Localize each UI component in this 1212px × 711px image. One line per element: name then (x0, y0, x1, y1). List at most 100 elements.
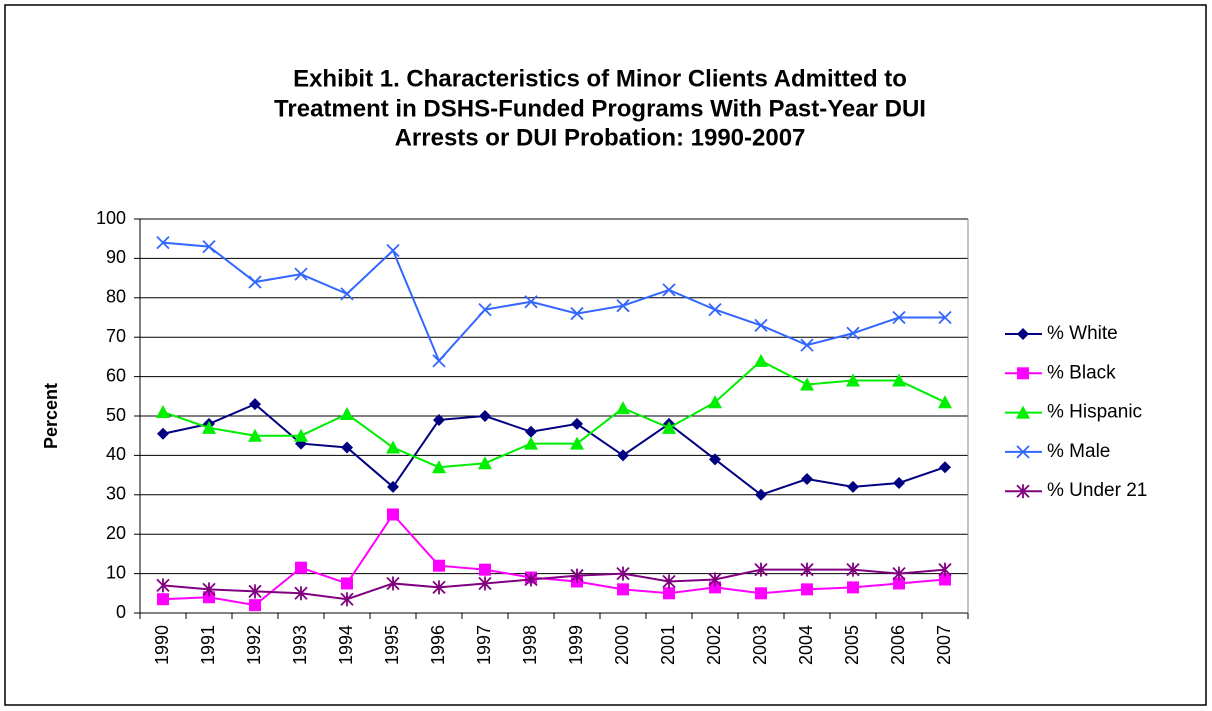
series-line (162, 568, 946, 601)
x-tick-label: 1994 (336, 625, 356, 665)
chart-title: Arrests or DUI Probation: 1990-2007 (395, 124, 806, 151)
x-tick-label: 1991 (198, 625, 218, 665)
x-tick-label: 2001 (658, 625, 678, 665)
marker (524, 295, 538, 309)
marker (708, 395, 722, 409)
legend-label: % Under 21 (1047, 480, 1147, 501)
marker (846, 373, 860, 387)
marker (295, 561, 307, 574)
marker (386, 440, 400, 454)
marker (709, 581, 721, 594)
marker (479, 410, 491, 422)
marker (157, 427, 169, 440)
legend-label: % Black (1047, 362, 1116, 383)
marker (617, 583, 629, 596)
x-tick-label: 2007 (934, 625, 954, 665)
marker (755, 587, 767, 600)
marker (386, 576, 400, 591)
marker (893, 476, 905, 489)
marker (341, 441, 353, 454)
x-tick-label: 1995 (382, 625, 402, 665)
marker (478, 576, 492, 591)
marker (662, 574, 676, 589)
chart-title: Exhibit 1. Characteristics of Minor Clie… (293, 65, 907, 92)
marker (341, 577, 353, 590)
marker (939, 573, 951, 586)
x-tick-label: 1997 (474, 625, 494, 665)
marker (294, 586, 308, 601)
legend-label: % Hispanic (1047, 402, 1142, 423)
marker (570, 306, 584, 321)
x-tick-label: 2003 (750, 625, 770, 665)
y-tick-label: 90 (106, 247, 126, 267)
marker (800, 562, 814, 577)
marker (156, 236, 170, 250)
marker (571, 417, 583, 430)
x-tick-label: 1992 (244, 625, 264, 665)
marker (938, 310, 952, 325)
y-tick-label: 10 (106, 562, 126, 582)
x-tick-label: 2000 (612, 625, 632, 665)
legend-label: % White (1047, 323, 1118, 344)
marker (479, 563, 491, 576)
marker (433, 559, 445, 572)
marker (847, 581, 859, 594)
marker (249, 599, 261, 612)
legend-marker (1016, 405, 1030, 419)
marker (432, 354, 446, 368)
marker (893, 577, 905, 590)
marker (432, 460, 446, 474)
marker (892, 310, 906, 325)
y-tick-label: 70 (106, 326, 126, 346)
chart-title: Treatment in DSHS-Funded Programs With P… (274, 95, 926, 122)
marker (892, 566, 906, 581)
x-tick-label: 2002 (704, 625, 724, 665)
marker (202, 239, 216, 254)
marker (203, 591, 215, 604)
marker (202, 420, 216, 434)
marker (709, 453, 721, 466)
legend-marker (1016, 445, 1030, 459)
marker (801, 583, 813, 596)
y-tick-label: 0 (116, 602, 126, 622)
legend-marker (1017, 328, 1029, 340)
x-tick-label: 1993 (290, 625, 310, 665)
marker (524, 572, 538, 587)
marker (800, 377, 814, 391)
marker (892, 373, 906, 387)
marker (662, 420, 676, 434)
marker (433, 413, 445, 426)
marker (432, 580, 446, 595)
y-axis-label: Percent (41, 383, 61, 449)
x-tick-label: 1998 (520, 625, 540, 665)
marker (754, 353, 768, 367)
marker (340, 287, 354, 301)
marker (340, 407, 354, 421)
marker (340, 592, 354, 607)
x-tick-label: 2005 (842, 625, 862, 665)
y-tick-label: 20 (106, 523, 126, 543)
marker (570, 568, 584, 583)
marker (570, 436, 584, 450)
legend-label: % Male (1047, 441, 1110, 462)
marker (938, 562, 952, 577)
marker (616, 401, 630, 415)
marker (847, 480, 859, 493)
marker (387, 508, 399, 521)
legend-marker (1017, 367, 1029, 380)
marker (156, 405, 170, 419)
marker (294, 267, 308, 281)
x-tick-label: 2006 (888, 625, 908, 665)
y-tick-label: 50 (106, 405, 126, 425)
marker (156, 578, 170, 593)
marker (939, 461, 951, 474)
x-tick-label: 1996 (428, 625, 448, 665)
marker (755, 488, 767, 501)
marker (800, 338, 814, 352)
marker (157, 593, 169, 606)
marker (663, 587, 675, 600)
marker (616, 566, 630, 581)
marker (294, 428, 308, 442)
marker (662, 283, 676, 297)
